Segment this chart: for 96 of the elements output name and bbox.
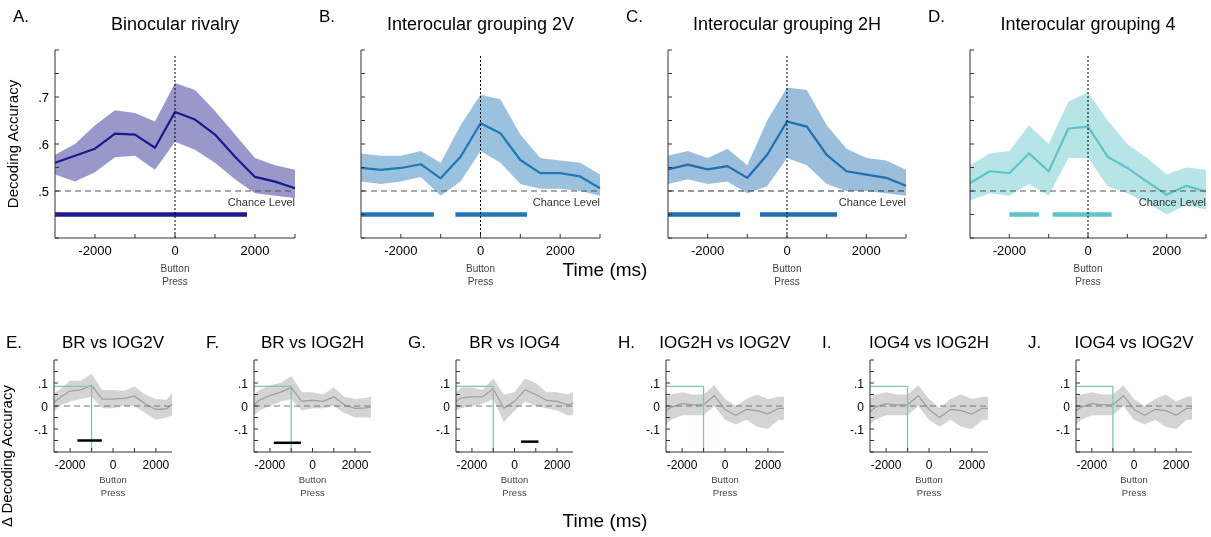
text: E. [6,333,23,352]
x-tick-label: 2000 [851,243,881,258]
chart-title: IOG4 vs IOG2H [869,333,989,352]
chart-title: IOG2H vs IOG2V [659,333,792,352]
x-tick-label: 2000 [1162,458,1190,472]
x-tick-label: 0 [721,458,729,472]
x-tick-label: 2000 [1152,243,1182,258]
line-series [53,110,297,190]
x-tick-label: 2000 [958,458,986,472]
ref-line-label: Chance Level [838,196,906,208]
chart-title: Binocular rivalry [110,14,240,34]
y-tick-label: .7 [38,89,49,105]
x-tick-label: 0 [511,458,519,472]
y-tick-label: -.1 [1055,422,1071,437]
text: B. [319,7,336,26]
x-tick-label: -2000 [1076,458,1108,472]
x-tick-label: 0 [309,458,317,472]
x-tick-label: 2000 [142,458,170,472]
y-axis-title: Decoding Accuracy [4,79,21,209]
x-tick-label: 2000 [545,243,575,258]
text: H. [618,333,635,352]
text: G. [408,333,426,352]
ref-line-label: Button Press [160,263,190,287]
text: Button Press [1120,474,1148,498]
chart-title: Interocular grouping 4 [1000,14,1176,34]
y-tick-label: 0 [857,399,865,414]
text: Button Press [99,474,127,498]
x-tick-label: -2000 [691,243,725,258]
y-tick-label: 0 [1063,399,1071,414]
y-tick-label: .1 [649,376,661,391]
text: C. [626,7,643,26]
line-series [253,386,372,409]
x-tick-label: -2000 [992,243,1026,258]
y-tick-label: .1 [439,376,451,391]
y-tick-label: 0 [241,399,249,414]
ref-line-label: Chance Level [532,196,600,208]
y-tick-label: -.1 [435,422,451,437]
line-series [455,388,574,409]
y-tick-label: -.1 [645,422,661,437]
x-tick-label: 2000 [754,458,782,472]
y-tick-label: 0 [41,399,49,414]
text: D. [928,7,945,26]
x-tick-label: 0 [925,458,933,472]
y-tick-label: 0 [443,399,451,414]
chart-title: BR vs IOG4 [469,333,560,352]
text: F. [206,333,220,352]
chart-title: BR vs IOG2H [261,333,364,352]
y-tick-label: 0 [653,399,661,414]
text: Button Press [500,474,529,498]
x-tick-label: 2000 [341,458,369,472]
x-axis-title: Time (ms) [562,510,648,531]
chart-title: Interocular grouping 2H [692,14,882,34]
line-series [869,395,989,419]
y-tick-label: -.1 [233,422,249,437]
ref-line-label: Button Press [466,263,495,287]
y-tick-label: .1 [853,376,865,391]
x-tick-label: 2000 [240,243,270,258]
y-axis-title: Δ Decoding Accuracy [0,384,15,527]
x-tick-label: 0 [109,458,117,472]
y-tick-label: .1 [237,376,249,391]
y-tick-label: -.1 [849,422,865,437]
text: Button Press [298,474,327,498]
ref-line-label: Chance Level [227,196,295,208]
ref-line-label: Chance Level [1138,196,1206,208]
x-axis-title: Time (ms) [562,259,648,280]
x-tick-label: 0 [1130,458,1138,472]
x-tick-label: -2000 [456,458,488,472]
x-tick-label: -2000 [666,458,698,472]
text: I. [822,333,832,352]
y-tick-label: .1 [37,376,49,391]
ref-line-label: Button Press [772,263,802,287]
chart-title: BR vs IOG2V [61,333,165,352]
text: Button Press [915,474,943,498]
x-tick-label: 0 [1084,243,1092,258]
y-tick-label: .1 [1059,376,1071,391]
y-tick-label: -.1 [33,422,49,437]
text: A. [13,7,30,26]
line-series [665,395,785,416]
x-tick-label: -2000 [254,458,286,472]
text: Button Press [711,474,739,498]
x-tick-label: -2000 [870,458,902,472]
x-tick-label: -2000 [384,243,418,258]
y-tick-label: .5 [38,183,49,199]
x-tick-label: 0 [476,243,485,258]
line-series [1075,395,1193,416]
text: J. [1028,333,1042,352]
ref-line-label: Button Press [1073,263,1103,287]
line-series [53,384,173,411]
x-tick-label: 0 [171,243,179,258]
x-tick-label: -2000 [54,458,86,472]
chart-title: Interocular grouping 2V [386,14,575,34]
x-tick-label: 2000 [543,458,571,472]
x-tick-label: -2000 [78,243,112,258]
x-tick-label: 0 [783,243,791,258]
y-tick-label: .6 [38,136,49,152]
chart-title: IOG4 vs IOG2V [1074,333,1195,352]
